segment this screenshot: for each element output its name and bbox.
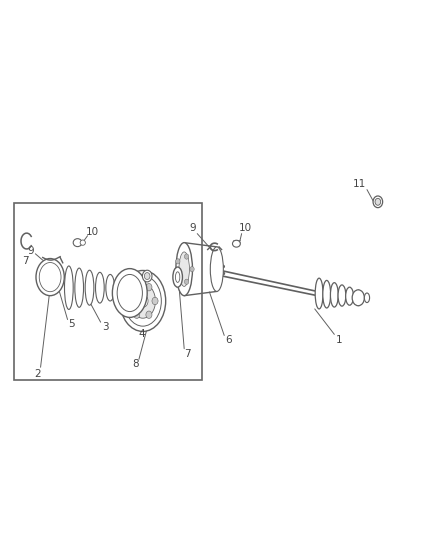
Bar <box>14 203 201 381</box>
Text: 4: 4 <box>138 329 145 340</box>
Ellipse shape <box>373 196 383 208</box>
Text: 2: 2 <box>34 369 40 378</box>
Text: 5: 5 <box>69 319 75 329</box>
Text: 10: 10 <box>239 223 252 233</box>
Ellipse shape <box>176 243 192 296</box>
Ellipse shape <box>145 272 150 279</box>
Text: 10: 10 <box>86 227 99 237</box>
Circle shape <box>146 284 152 291</box>
Circle shape <box>127 297 134 305</box>
Ellipse shape <box>173 267 183 287</box>
Circle shape <box>190 266 194 272</box>
Ellipse shape <box>75 268 84 308</box>
Polygon shape <box>184 243 217 296</box>
Ellipse shape <box>323 280 331 308</box>
Text: 11: 11 <box>148 291 161 301</box>
Circle shape <box>138 295 148 308</box>
Circle shape <box>176 259 180 264</box>
Ellipse shape <box>346 287 353 305</box>
Ellipse shape <box>315 278 323 309</box>
Ellipse shape <box>210 247 223 292</box>
Text: 7: 7 <box>22 256 28 266</box>
Ellipse shape <box>73 239 82 247</box>
Text: 9: 9 <box>28 246 34 256</box>
Ellipse shape <box>338 285 346 306</box>
Text: 7: 7 <box>184 349 191 359</box>
Ellipse shape <box>80 240 85 245</box>
Ellipse shape <box>375 198 381 205</box>
Ellipse shape <box>352 290 364 306</box>
Circle shape <box>134 311 140 318</box>
Circle shape <box>184 254 189 259</box>
Ellipse shape <box>176 272 180 282</box>
Ellipse shape <box>64 266 73 310</box>
Ellipse shape <box>85 270 94 305</box>
Circle shape <box>146 311 152 318</box>
Ellipse shape <box>233 240 240 247</box>
Ellipse shape <box>117 274 142 312</box>
Text: 9: 9 <box>190 223 196 233</box>
Ellipse shape <box>95 272 104 303</box>
Text: 1: 1 <box>336 335 342 345</box>
Ellipse shape <box>36 259 64 296</box>
Text: 8: 8 <box>132 359 139 369</box>
Ellipse shape <box>120 270 166 332</box>
Text: 11: 11 <box>353 179 366 189</box>
Circle shape <box>134 284 140 291</box>
Circle shape <box>176 274 180 280</box>
Circle shape <box>184 279 189 285</box>
Circle shape <box>152 297 158 305</box>
Text: 3: 3 <box>102 322 108 332</box>
Ellipse shape <box>113 269 147 317</box>
Text: 6: 6 <box>225 335 232 345</box>
Ellipse shape <box>364 293 370 303</box>
Ellipse shape <box>142 270 152 282</box>
Ellipse shape <box>330 282 338 307</box>
Ellipse shape <box>124 276 161 326</box>
Ellipse shape <box>39 263 61 292</box>
Ellipse shape <box>106 274 115 301</box>
Ellipse shape <box>130 284 155 318</box>
Ellipse shape <box>179 252 189 286</box>
